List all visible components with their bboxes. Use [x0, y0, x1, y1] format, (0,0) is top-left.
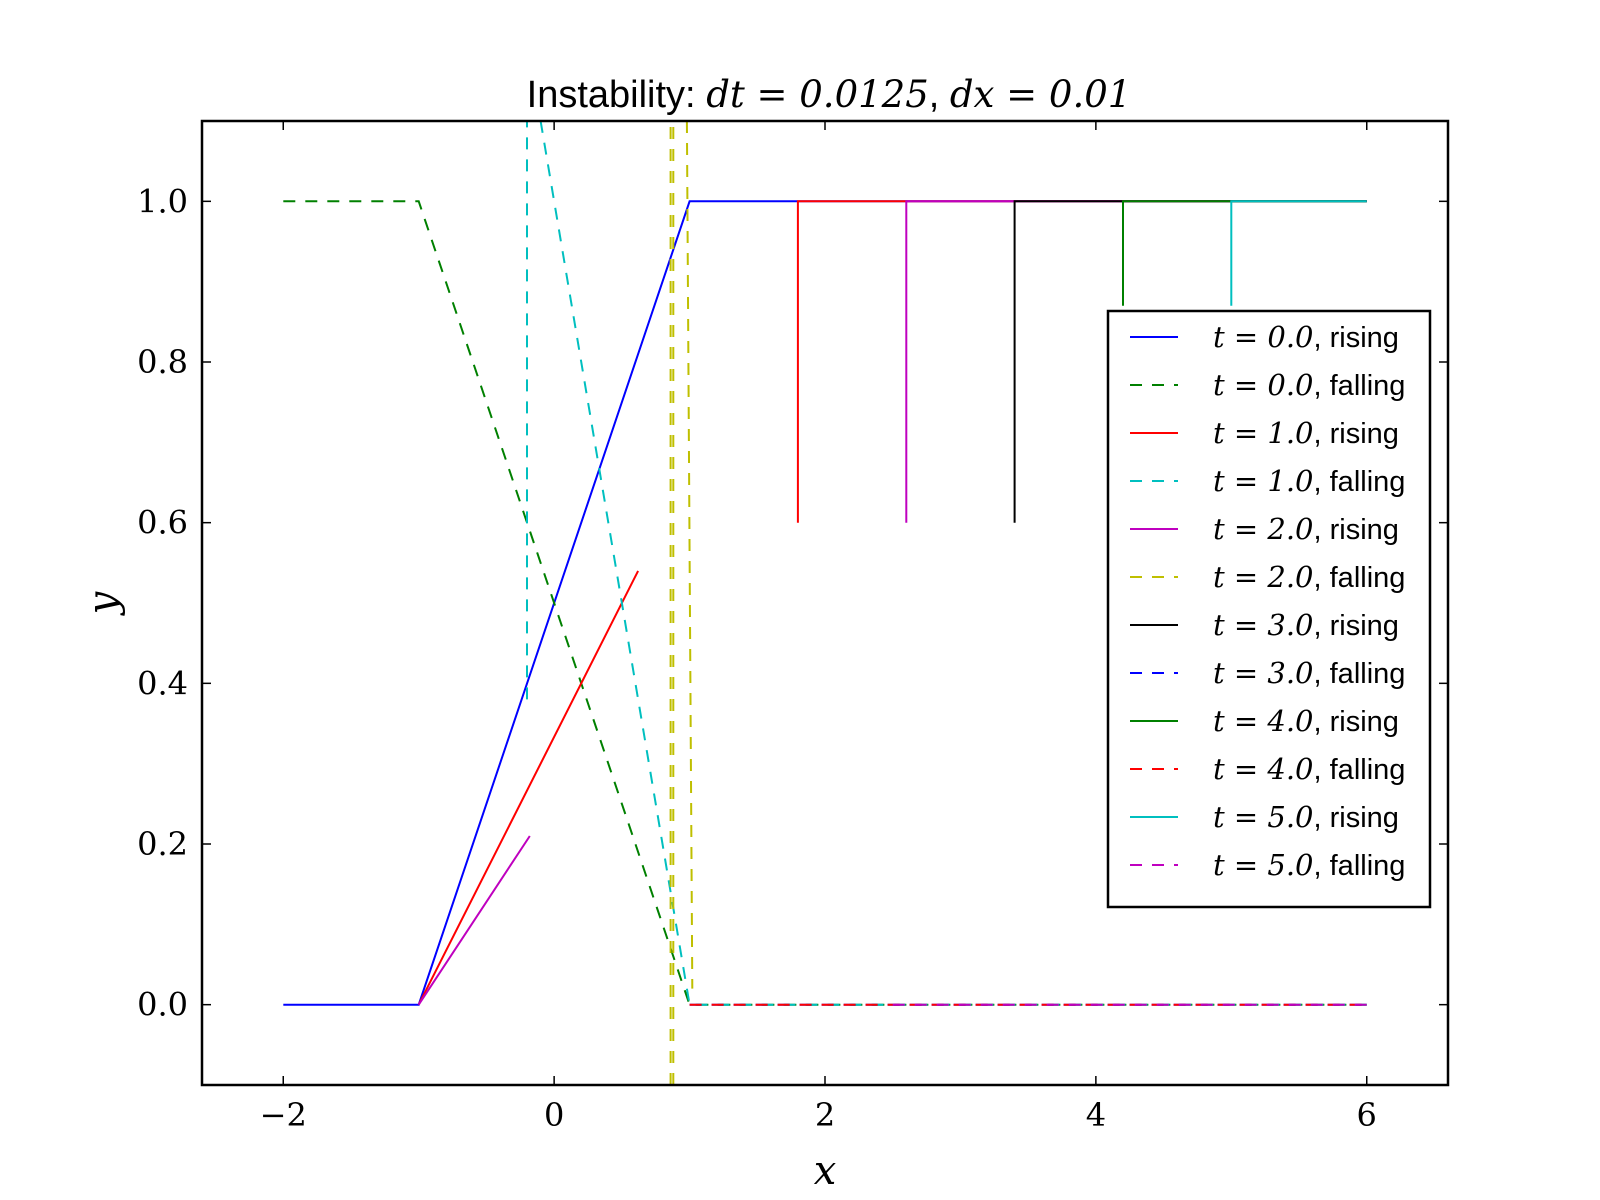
chart-title-dt: dt = 0.0125 — [706, 73, 929, 116]
chart-title-prefix: Instability: — [527, 74, 707, 116]
y-tick-label: 0.6 — [137, 504, 188, 542]
legend-label: t = 0.0, falling — [1213, 368, 1405, 402]
legend-box — [1106, 309, 1432, 909]
legend-label: t = 3.0, rising — [1213, 608, 1399, 642]
legend-label: t = 2.0, rising — [1213, 512, 1399, 546]
y-tick-label: 0.8 — [137, 343, 188, 381]
series-line-5 — [669, 121, 694, 1085]
series-layer — [283, 121, 1367, 1085]
x-tick-label: −2 — [260, 1096, 307, 1134]
legend-label: t = 3.0, falling — [1213, 656, 1405, 690]
legend-label: t = 1.0, rising — [1213, 416, 1399, 450]
legend-label: t = 0.0, rising — [1213, 320, 1399, 354]
y-axis-label: y — [80, 590, 126, 616]
ticks-layer: −2 0 2 4 6 0.0 0.2 0.4 0.6 0.8 1.0 — [137, 121, 1448, 1134]
x-tick-label: 4 — [1086, 1096, 1106, 1134]
x-tick-label: 6 — [1357, 1096, 1377, 1134]
y-tick-label: 1.0 — [137, 182, 188, 220]
x-tick-label: 0 — [544, 1096, 564, 1134]
plot-frame — [200, 119, 1450, 1087]
series-line-8 — [1122, 200, 1367, 306]
chart-title-dx: dx = 0.01 — [950, 73, 1131, 116]
chart-title: Instability: dt = 0.0125, dx = 0.01 — [527, 73, 1132, 116]
x-axis-label: x — [814, 1148, 837, 1194]
legend-label: t = 4.0, rising — [1213, 704, 1399, 738]
legend-label: t = 1.0, falling — [1213, 464, 1405, 498]
legend-label: t = 4.0, falling — [1213, 752, 1405, 786]
chart-title-separator: , — [929, 74, 950, 116]
legend-label: t = 5.0, rising — [1213, 800, 1399, 834]
series-line-10 — [1230, 200, 1367, 306]
y-tick-label: 0.2 — [137, 825, 188, 863]
y-tick-label: 0.0 — [137, 986, 188, 1024]
x-tick-label: 2 — [815, 1096, 835, 1134]
legend-label: t = 2.0, falling — [1213, 560, 1405, 594]
y-tick-label: 0.4 — [137, 664, 188, 702]
legend: t = 0.0, rising t = 0.0, falling t = 1.0, … — [1106, 309, 1432, 909]
legend-label: t = 5.0, falling — [1213, 848, 1405, 882]
